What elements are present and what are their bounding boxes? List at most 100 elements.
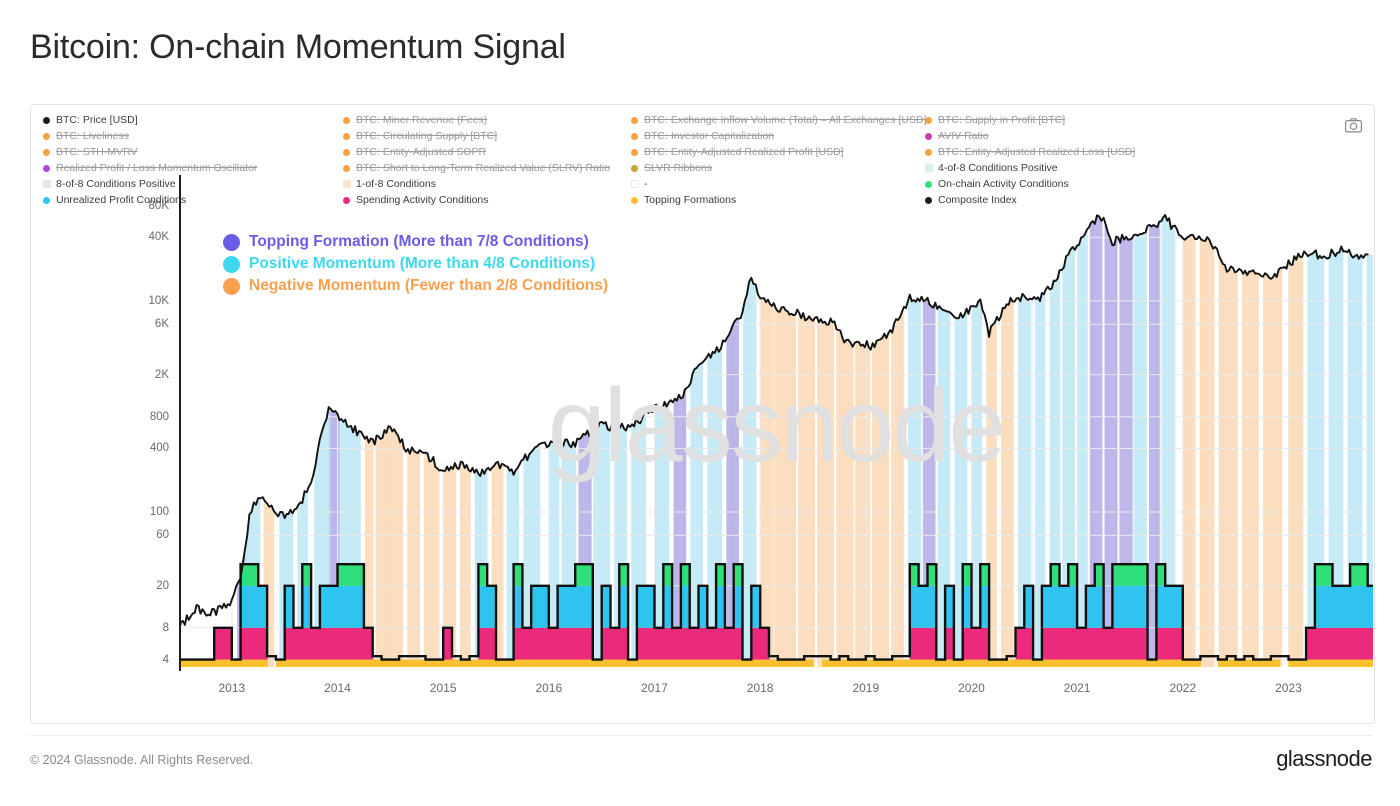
watermark: glassnode [547, 368, 1006, 484]
legend-item[interactable]: 8-of-8 Conditions Positive [43, 176, 343, 192]
legend-item[interactable]: Composite Index [925, 192, 1255, 208]
footer-divider [30, 735, 1372, 736]
legend-marker-icon [343, 148, 350, 156]
y-axis-tick-label: 40K [148, 231, 169, 244]
legend-item-label: BTC: Liveliness [56, 130, 129, 142]
camera-icon[interactable] [1340, 113, 1366, 137]
legend-marker-icon [343, 196, 350, 204]
legend-item[interactable]: Realized Profit / Loss Momentum Oscillat… [43, 160, 343, 176]
plot-area[interactable]: glassnode [179, 191, 1373, 667]
x-axis-tick-label: 2016 [535, 681, 563, 695]
x-axis-tick-label: 2022 [1169, 681, 1197, 695]
y-axis-tick-label: 20 [156, 579, 169, 592]
legend-item-label: AVIV Ratio [938, 130, 989, 142]
legend-item-label: Topping Formations [644, 194, 737, 206]
legend-item[interactable]: Spending Activity Conditions [343, 192, 631, 208]
legend-marker-icon [631, 164, 638, 172]
legend-item-label: Unrealized Profit Conditions [56, 194, 187, 206]
legend-marker-icon [43, 116, 50, 124]
legend-marker-icon [925, 132, 932, 140]
legend-item[interactable]: AVIV Ratio [925, 128, 1255, 144]
legend-marker-icon [43, 196, 50, 204]
legend-item[interactable]: SLVR Ribbons [631, 160, 925, 176]
legend-item[interactable]: BTC: Entity-Adjusted Realized Profit [US… [631, 144, 925, 160]
legend-marker-icon [631, 196, 638, 204]
legend-item[interactable]: On-chain Activity Conditions [925, 176, 1255, 192]
legend-item-label: BTC: Short to Long-Term Realized Value (… [356, 162, 611, 174]
annotation-label: Positive Momentum (More than 4/8 Conditi… [249, 255, 596, 272]
legend-item-label: SLVR Ribbons [644, 162, 713, 174]
legend-item-label: BTC: Miner Revenue (Fees) [356, 114, 488, 126]
legend-item-label: Realized Profit / Loss Momentum Oscillat… [56, 162, 258, 174]
legend-item-label: 8-of-8 Conditions Positive [56, 178, 176, 190]
annotation-row: Positive Momentum (More than 4/8 Conditi… [223, 253, 608, 275]
annotation-label: Negative Momentum (Fewer than 2/8 Condit… [249, 277, 609, 294]
y-axis-tick-label: 400 [149, 442, 169, 455]
legend-item[interactable]: BTC: Entity-Adjusted Realized Loss [USD] [925, 144, 1255, 160]
legend-item-label: BTC: Entity-Adjusted Realized Loss [USD] [938, 146, 1136, 158]
legend-marker-icon [343, 180, 351, 188]
legend-item[interactable]: BTC: Liveliness [43, 128, 343, 144]
legend-item[interactable]: BTC: Supply in Profit [BTC] [925, 112, 1255, 128]
legend-item[interactable]: Unrealized Profit Conditions [43, 192, 343, 208]
annotation-dot-icon [223, 233, 240, 251]
legend-item-label: On-chain Activity Conditions [938, 178, 1069, 190]
legend-marker-icon [43, 148, 50, 156]
y-axis-tick-label: 10K [148, 294, 169, 307]
legend-marker-icon [343, 164, 350, 172]
x-axis-tick-label: 2023 [1275, 681, 1302, 695]
legend-item[interactable]: BTC: Exchange Inflow Volume (Total) – Al… [631, 112, 927, 128]
legend-item-label: BTC: Supply in Profit [BTC] [938, 114, 1066, 126]
y-axis-line [179, 175, 181, 671]
annotation-row: Negative Momentum (Fewer than 2/8 Condit… [223, 275, 608, 297]
legend-marker-icon [343, 132, 350, 140]
legend-item-label: Spending Activity Conditions [356, 194, 489, 206]
legend-item[interactable]: BTC: Entity-Adjusted SOPR [343, 144, 631, 160]
legend-marker-icon [43, 132, 50, 140]
annotation-row: Topping Formation (More than 7/8 Conditi… [223, 231, 608, 253]
legend-item-label: BTC: Circulating Supply [BTC] [356, 130, 498, 142]
legend-item-label: BTC: Investor Capitalization [644, 130, 775, 142]
annotation-dot-icon [223, 255, 240, 273]
legend-item-label: Composite Index [938, 194, 1017, 206]
legend-item[interactable]: BTC: Miner Revenue (Fees) [343, 112, 631, 128]
x-axis-tick-label: 2013 [218, 681, 246, 695]
annotation-dot-icon [223, 277, 240, 295]
chart-canvas [179, 191, 1373, 667]
legend-marker-icon [925, 116, 932, 124]
y-axis-labels: 4 8 20 60 100 400 800 2K 6K 10K 40K 80K [31, 191, 1373, 667]
legend-item[interactable]: - [631, 176, 925, 192]
legend-item-label: - [644, 178, 648, 190]
legend-item-label: BTC: Exchange Inflow Volume (Total) – Al… [644, 114, 927, 126]
legend-marker-icon [631, 180, 639, 188]
legend-item[interactable]: BTC: Investor Capitalization [631, 128, 925, 144]
legend-item[interactable]: 4-of-8 Conditions Positive [925, 160, 1255, 176]
x-axis-tick-label: 2020 [958, 681, 985, 695]
y-axis-tick-label: 8 [162, 621, 169, 634]
y-axis-tick-label: 100 [149, 506, 169, 518]
legend-item[interactable]: BTC: Short to Long-Term Realized Value (… [343, 160, 631, 176]
x-axis-tick-label: 2015 [429, 681, 457, 695]
legend-item[interactable]: 1-of-8 Conditions [343, 176, 631, 192]
y-axis-tick-label: 6K [154, 318, 169, 331]
footer-copyright: © 2024 Glassnode. All Rights Reserved. [30, 753, 254, 767]
legend-item[interactable]: BTC: Price [USD] [43, 112, 343, 128]
legend-marker-icon [631, 116, 638, 124]
legend-item-label: BTC: Entity-Adjusted SOPR [356, 146, 487, 158]
legend-item[interactable]: BTC: Circulating Supply [BTC] [343, 128, 631, 144]
legend-item-label: 1-of-8 Conditions [356, 178, 436, 190]
y-axis-tick-label: 60 [156, 529, 169, 542]
chart-card: BTC: Price [USD] BTC: Miner Revenue (Fees… [30, 104, 1375, 724]
glassnode-logo: glassnode [1276, 746, 1372, 771]
legend-marker-icon [631, 132, 638, 140]
legend-item[interactable]: BTC: STH-MVRV [43, 144, 343, 160]
legend-item-label: BTC: Entity-Adjusted Realized Profit [US… [644, 146, 844, 158]
legend-item[interactable]: Topping Formations [631, 192, 925, 208]
legend-item-label: BTC: STH-MVRV [56, 146, 138, 158]
x-axis-tick-label: 2017 [641, 681, 668, 695]
momentum-annotations: Topping Formation (More than 7/8 Conditi… [223, 231, 608, 297]
legend-marker-icon [343, 116, 350, 124]
legend-marker-icon [925, 196, 932, 204]
chart-legend: BTC: Price [USD] BTC: Miner Revenue (Fees… [43, 112, 1343, 208]
